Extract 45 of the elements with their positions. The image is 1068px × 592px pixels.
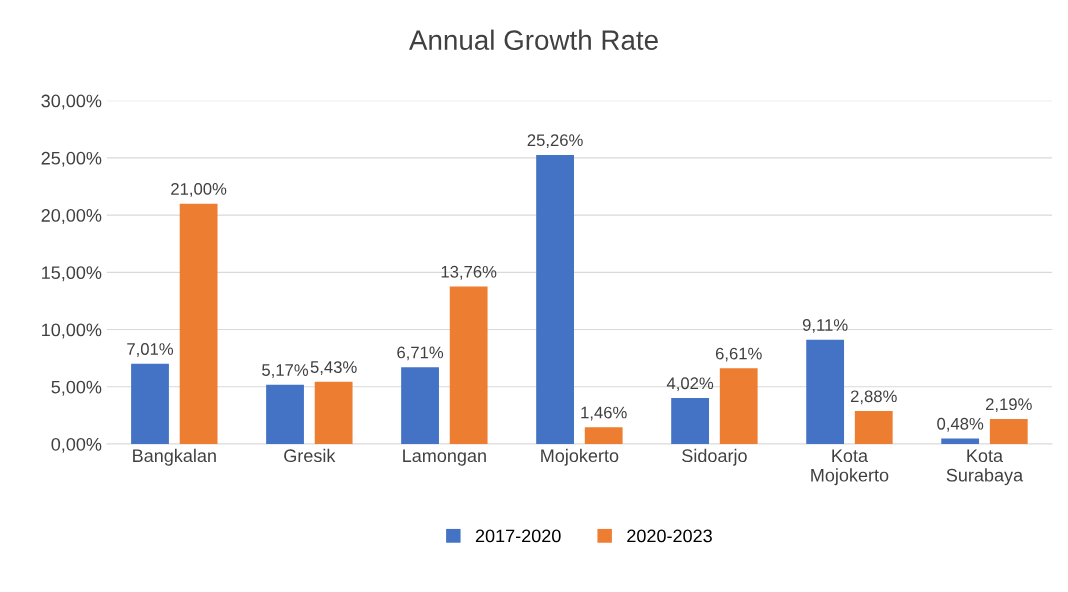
data-label: 13,76% [441,265,497,280]
data-label: 5,17% [262,364,309,378]
legend-label: 2017-2020 [475,529,561,543]
x-tick-label: Mojokerto [541,448,619,466]
x-tick-label: Lamongan [403,449,486,466]
y-tick-label: 15,00% [42,266,102,282]
bar [266,384,304,444]
data-label: 0,48% [937,417,984,432]
bar [449,286,488,444]
bar [806,339,845,444]
legend-label: 2020-2023 [627,529,712,543]
data-label: 9,11% [802,319,848,333]
data-label: 6,71% [397,346,444,361]
y-tick-label: 30,00% [41,94,102,110]
data-label: 25,26% [527,134,583,149]
data-label: 7,01% [127,343,174,357]
bar [314,381,353,444]
y-tick-label: 5,00% [51,380,102,396]
bar [131,363,169,444]
data-label: 21,00% [171,183,227,197]
bar [854,411,893,444]
x-tick-label: Kota Mojokerto [811,449,889,486]
x-tick-label: Sidoarjo [682,448,747,466]
bar [584,427,623,444]
chart-title: Annual Growth Rate [409,29,658,50]
bar [401,367,439,444]
bar [719,368,758,444]
x-tick-label: Gresik [284,448,336,463]
data-label: 1,46% [581,406,627,421]
y-tick-label: 0,00% [51,437,102,453]
data-label: 2,19% [985,398,1032,413]
bar [941,438,980,444]
x-tick-label: Bangkalan [133,448,216,466]
y-tick-label: 20,00% [41,209,102,224]
x-tick-label: Kota Surabaya [946,449,1024,486]
data-label: 4,02% [666,377,714,392]
data-label: 2,88% [850,390,897,405]
bar [989,418,1028,444]
bar [536,154,574,444]
data-label: 6,61% [715,347,762,362]
y-tick-label: 10,00% [42,323,102,339]
bar [671,397,710,444]
bar [179,203,218,444]
y-tick-label: 25,00% [41,151,102,167]
data-label: 5,43% [310,361,357,375]
